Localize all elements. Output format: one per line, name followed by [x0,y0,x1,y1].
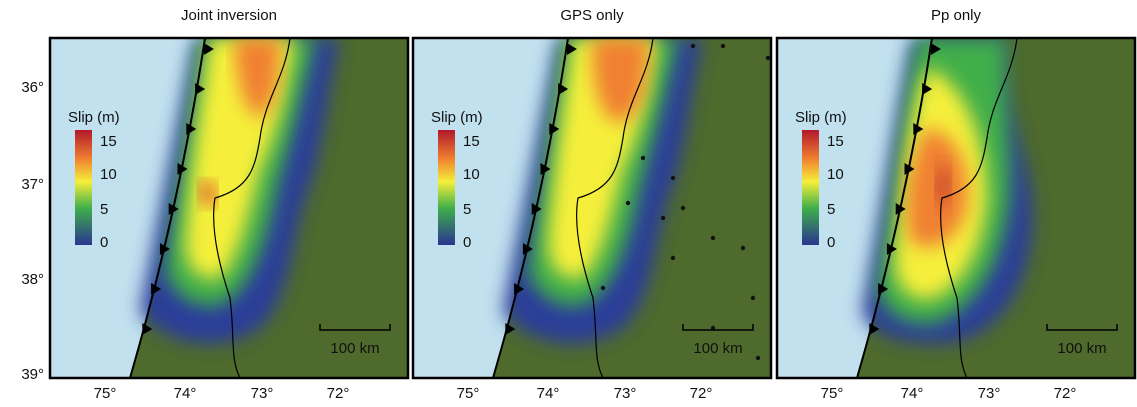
colorbar-tick-label: 0 [827,234,835,251]
scale-bar-label: 100 km [1057,340,1106,357]
colorbar [438,130,455,245]
lat-label: 37° [21,176,44,193]
gps-station [671,176,675,180]
lon-label: 73° [614,385,637,402]
gps-station [661,216,665,220]
gps-station [681,206,685,210]
gps-station [671,256,675,260]
colorbar [75,130,92,245]
lat-label: 39° [21,366,44,383]
lon-label: 74° [537,385,560,402]
colorbar-tick-label: 5 [100,201,108,218]
colorbar [802,130,819,245]
lon-label: 74° [174,385,197,402]
lon-label: 75° [821,385,844,402]
colorbar-label: Slip (m) [68,109,120,126]
lon-label: 73° [978,385,1001,402]
panel-title: Joint inversion [181,7,277,24]
panel-title: GPS only [560,7,624,24]
colorbar-tick-label: 15 [100,133,117,150]
figure: 36° 37° 38° 39° Joint inversion Slip (m) 15 10 5… [0,0,1137,407]
colorbar-tick-label: 10 [463,166,480,183]
colorbar-label: Slip (m) [431,109,483,126]
gps-station [766,56,770,60]
colorbar-tick-label: 10 [827,166,844,183]
lon-label: 72° [1054,385,1077,402]
colorbar-tick-label: 10 [100,166,117,183]
colorbar-tick-label: 15 [827,133,844,150]
lon-label: 75° [94,385,117,402]
map: Slip (m) 15 10 5 0 100 km [777,38,1135,378]
gps-station [741,246,745,250]
gps-station [691,44,695,48]
lon-label: 72° [327,385,350,402]
gps-station [601,286,605,290]
colorbar-tick-label: 5 [463,201,471,218]
gps-station [721,44,725,48]
map: Slip (m) 15 10 5 0 100 km [413,38,771,378]
lon-label: 75° [457,385,480,402]
gps-station [626,201,630,205]
gps-station [641,156,645,160]
scale-bar-label: 100 km [330,340,379,357]
map: Slip (m) 15 10 5 0 100 km [50,38,408,378]
lat-label: 36° [21,79,44,96]
scale-bar-label: 100 km [693,340,742,357]
colorbar-tick-label: 0 [463,234,471,251]
gps-station [756,356,760,360]
gps-station [711,236,715,240]
gps-station [751,296,755,300]
lon-label: 73° [251,385,274,402]
colorbar-label: Slip (m) [795,109,847,126]
panel-title: Pp only [931,7,982,24]
lat-label: 38° [21,271,44,288]
colorbar-tick-label: 15 [463,133,480,150]
lon-label: 74° [901,385,924,402]
colorbar-tick-label: 0 [100,234,108,251]
colorbar-tick-label: 5 [827,201,835,218]
lon-label: 72° [690,385,713,402]
